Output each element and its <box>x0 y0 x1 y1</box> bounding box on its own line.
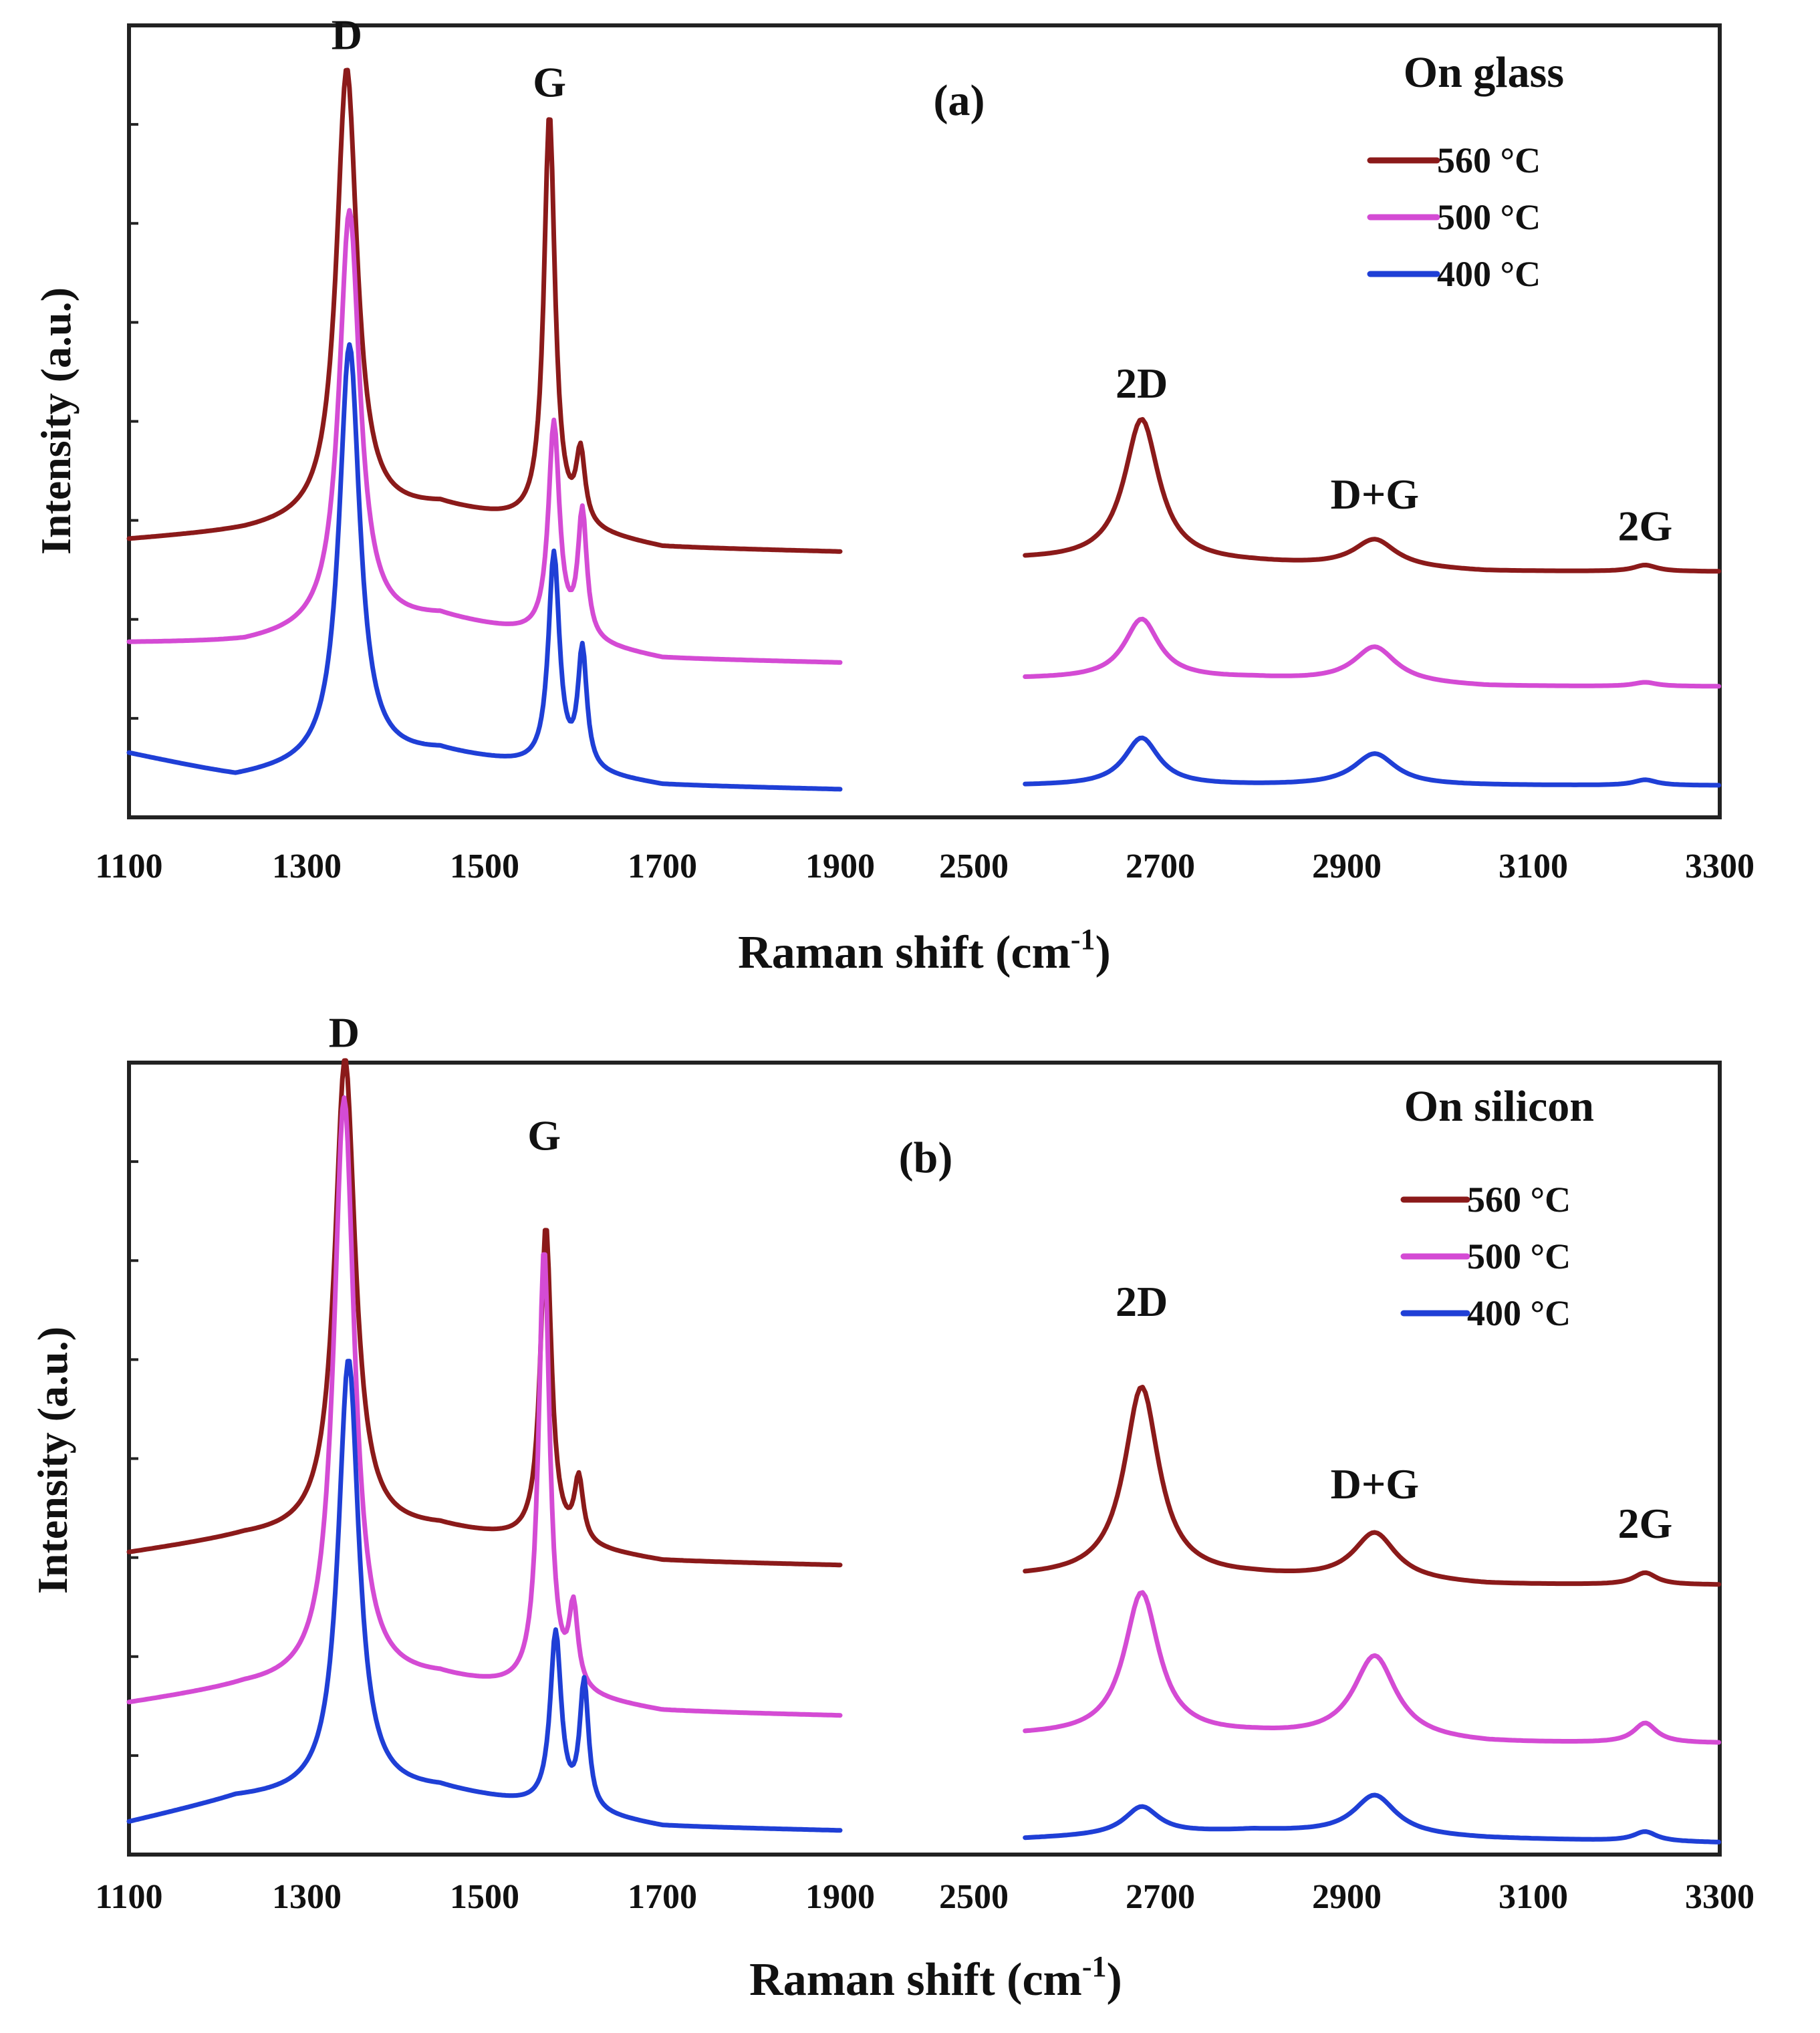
legend-label-560: 560 °C <box>1467 1180 1571 1220</box>
x-tick-label: 2700 <box>1126 847 1195 886</box>
peak-label: 2G <box>1618 1500 1673 1547</box>
series-line-left-0 <box>126 1058 843 1568</box>
substrate-label: On silicon <box>1404 1082 1594 1131</box>
x-tick-label: 2500 <box>939 847 1009 886</box>
peak-label: G <box>527 1111 561 1159</box>
series-line-left-2 <box>126 1359 843 1833</box>
x-tick-label: 1900 <box>805 1878 875 1916</box>
peak-labels: D G 2D D+G 2G <box>329 1008 1673 1547</box>
x-tick-label: 1500 <box>450 847 519 886</box>
x-axis-tick-labels: 1100 1300 1500 1700 1900 2500 2700 2900 3100 3300 <box>95 1878 1754 1916</box>
peak-label: D+G <box>1331 470 1419 518</box>
x-tick-label: 1700 <box>628 847 697 886</box>
legend-label-400: 400 °C <box>1467 1293 1571 1333</box>
panel-label: (b) <box>899 1133 953 1182</box>
series-line-left-2 <box>126 342 843 792</box>
x-tick-label: 1500 <box>450 1878 519 1916</box>
panel-a: 1100 1300 1500 1700 1900 2500 2700 2900 3100 3300… <box>32 11 1754 978</box>
series-line-left-1 <box>126 1095 843 1718</box>
y-axis-title: Intensity (a.u.) <box>32 287 80 555</box>
x-axis-title: Raman shift (cm-1) <box>738 923 1111 978</box>
x-tick-label: 3100 <box>1499 1878 1568 1916</box>
x-axis-title: Raman shift (cm-1) <box>749 1950 1122 2006</box>
peak-label: 2D <box>1116 360 1168 407</box>
series-line-right-1 <box>1023 1590 1722 1745</box>
peak-label: 2D <box>1116 1278 1168 1325</box>
series-line-right-0 <box>1023 417 1722 574</box>
series-line-right-2 <box>1023 1792 1722 1845</box>
y-axis-title: Intensity (a.u.) <box>29 1327 76 1594</box>
x-axis-tick-labels: 1100 1300 1500 1700 1900 2500 2700 2900 3100 3300 <box>95 847 1754 886</box>
x-tick-label: 2700 <box>1126 1878 1195 1916</box>
legend-label-560: 560 °C <box>1437 140 1541 180</box>
legend-label-500: 500 °C <box>1437 197 1541 237</box>
y-axis-ticks <box>129 123 138 720</box>
series-line-right-2 <box>1023 735 1722 788</box>
x-tick-label: 2500 <box>939 1878 1009 1916</box>
peak-label: 2G <box>1618 502 1673 549</box>
spectra-curves <box>126 1058 1722 1845</box>
panel-label: (a) <box>934 76 985 125</box>
series-line-right-1 <box>1023 616 1722 689</box>
x-tick-label: 3300 <box>1685 847 1754 886</box>
x-tick-label: 3300 <box>1685 1878 1754 1916</box>
x-tick-label: 1300 <box>272 1878 342 1916</box>
series-line-left-1 <box>126 208 843 665</box>
x-tick-label: 1700 <box>628 1878 697 1916</box>
x-tick-label: 2900 <box>1312 1878 1382 1916</box>
legend: 560 °C 500 °C 400 °C <box>1367 140 1541 294</box>
x-tick-label: 1100 <box>95 1878 162 1916</box>
peak-label: D+G <box>1331 1460 1419 1508</box>
x-tick-label: 2900 <box>1312 847 1382 886</box>
peak-label: G <box>533 59 566 106</box>
x-tick-label: 1300 <box>272 847 342 886</box>
legend: 560 °C 500 °C 400 °C <box>1400 1180 1571 1333</box>
legend-label-500: 500 °C <box>1467 1236 1571 1276</box>
peak-labels: D G 2D D+G 2G <box>332 11 1673 550</box>
peak-label: D <box>329 1008 360 1056</box>
y-axis-ticks <box>129 1160 138 1757</box>
peak-label: D <box>332 11 362 59</box>
panel-b: 1100 1300 1500 1700 1900 2500 2700 2900 3100 3300… <box>29 1008 1754 2006</box>
x-tick-label: 1900 <box>805 847 875 886</box>
legend-label-400: 400 °C <box>1437 254 1541 294</box>
series-line-right-0 <box>1023 1385 1722 1587</box>
series-line-left-0 <box>126 67 843 554</box>
substrate-label: On glass <box>1404 48 1564 97</box>
x-tick-label: 1100 <box>95 847 162 886</box>
x-tick-label: 3100 <box>1499 847 1568 886</box>
spectra-curves <box>126 67 1722 792</box>
